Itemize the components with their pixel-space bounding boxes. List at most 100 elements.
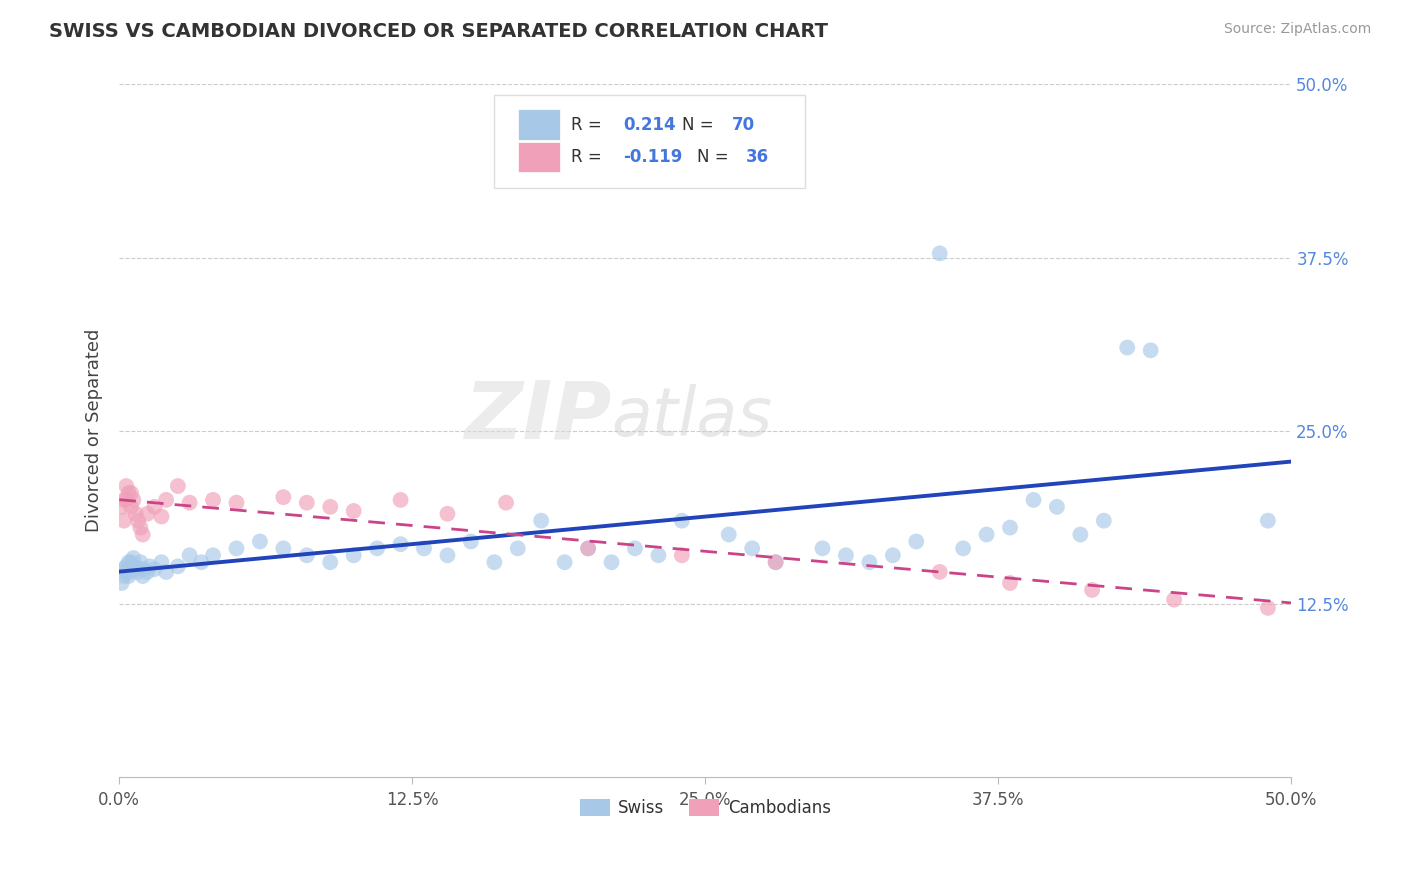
Point xyxy=(249,534,271,549)
Point xyxy=(389,492,412,507)
Point xyxy=(835,549,858,563)
Point xyxy=(117,486,139,500)
Point xyxy=(1257,514,1279,528)
Point xyxy=(127,514,149,528)
Point xyxy=(811,541,834,556)
Point xyxy=(343,549,366,563)
Point xyxy=(112,492,135,507)
Text: atlas: atlas xyxy=(612,384,773,450)
Point xyxy=(1081,582,1104,597)
Point xyxy=(120,486,142,500)
Point xyxy=(436,549,458,563)
Point xyxy=(506,541,529,556)
Point xyxy=(1139,343,1161,358)
Text: Source: ZipAtlas.com: Source: ZipAtlas.com xyxy=(1223,22,1371,37)
Point xyxy=(905,534,928,549)
Point xyxy=(117,569,139,583)
Point xyxy=(600,555,623,569)
Point xyxy=(671,549,693,563)
Point xyxy=(136,507,159,521)
Point xyxy=(413,541,436,556)
Point xyxy=(202,492,225,507)
Point xyxy=(120,565,142,579)
Legend: Swiss, Cambodians: Swiss, Cambodians xyxy=(574,792,838,824)
Point xyxy=(115,559,138,574)
Point xyxy=(858,555,880,569)
Point xyxy=(295,496,318,510)
Point xyxy=(1022,492,1045,507)
Point xyxy=(366,541,388,556)
Point xyxy=(1069,527,1091,541)
Point xyxy=(484,555,506,569)
Point xyxy=(122,562,145,576)
Point xyxy=(273,541,295,556)
Point xyxy=(136,565,159,579)
Point xyxy=(928,565,950,579)
FancyBboxPatch shape xyxy=(517,142,560,172)
Point xyxy=(495,496,517,510)
Point xyxy=(139,559,162,574)
Point xyxy=(998,576,1021,591)
Point xyxy=(765,555,787,569)
Text: 0.214: 0.214 xyxy=(623,116,676,134)
Text: SWISS VS CAMBODIAN DIVORCED OR SEPARATED CORRELATION CHART: SWISS VS CAMBODIAN DIVORCED OR SEPARATED… xyxy=(49,22,828,41)
Point xyxy=(120,500,142,514)
Point xyxy=(129,555,152,569)
Point xyxy=(132,527,155,541)
Point xyxy=(1257,601,1279,615)
Y-axis label: Divorced or Separated: Divorced or Separated xyxy=(86,329,103,533)
Point xyxy=(554,555,576,569)
Point xyxy=(179,549,201,563)
Point xyxy=(741,541,763,556)
Point xyxy=(389,537,412,551)
Point xyxy=(647,549,669,563)
Text: 36: 36 xyxy=(747,148,769,166)
Point xyxy=(167,559,190,574)
Point xyxy=(167,479,190,493)
Point xyxy=(120,555,142,569)
Point xyxy=(112,569,135,583)
Point xyxy=(706,161,728,175)
Point xyxy=(436,507,458,521)
Point xyxy=(143,500,166,514)
Point xyxy=(110,500,132,514)
Point xyxy=(576,541,599,556)
Point xyxy=(129,520,152,534)
Point xyxy=(343,504,366,518)
Point xyxy=(143,562,166,576)
Text: ZIP: ZIP xyxy=(464,378,612,456)
Text: R =: R = xyxy=(571,116,606,134)
Text: N =: N = xyxy=(682,116,718,134)
Point xyxy=(112,514,135,528)
Text: 70: 70 xyxy=(733,116,755,134)
Point xyxy=(295,549,318,563)
Point xyxy=(225,496,247,510)
Point xyxy=(132,562,155,576)
Point xyxy=(624,541,647,556)
Point xyxy=(273,490,295,504)
Point xyxy=(1046,500,1069,514)
Text: -0.119: -0.119 xyxy=(623,148,683,166)
Point xyxy=(1092,514,1115,528)
Point xyxy=(998,520,1021,534)
Point xyxy=(717,527,740,541)
Point xyxy=(115,565,138,579)
Text: N =: N = xyxy=(697,148,734,166)
Point xyxy=(976,527,998,541)
Point xyxy=(110,576,132,591)
Point xyxy=(125,507,148,521)
Point xyxy=(319,500,342,514)
Point xyxy=(190,555,212,569)
Point xyxy=(319,555,342,569)
Point xyxy=(225,541,247,556)
Point xyxy=(117,555,139,569)
Point xyxy=(115,479,138,493)
Point xyxy=(765,555,787,569)
Point xyxy=(671,514,693,528)
Point xyxy=(127,565,149,579)
FancyBboxPatch shape xyxy=(495,95,804,188)
Point xyxy=(179,496,201,510)
Point xyxy=(122,492,145,507)
Point xyxy=(882,549,904,563)
Point xyxy=(125,559,148,574)
